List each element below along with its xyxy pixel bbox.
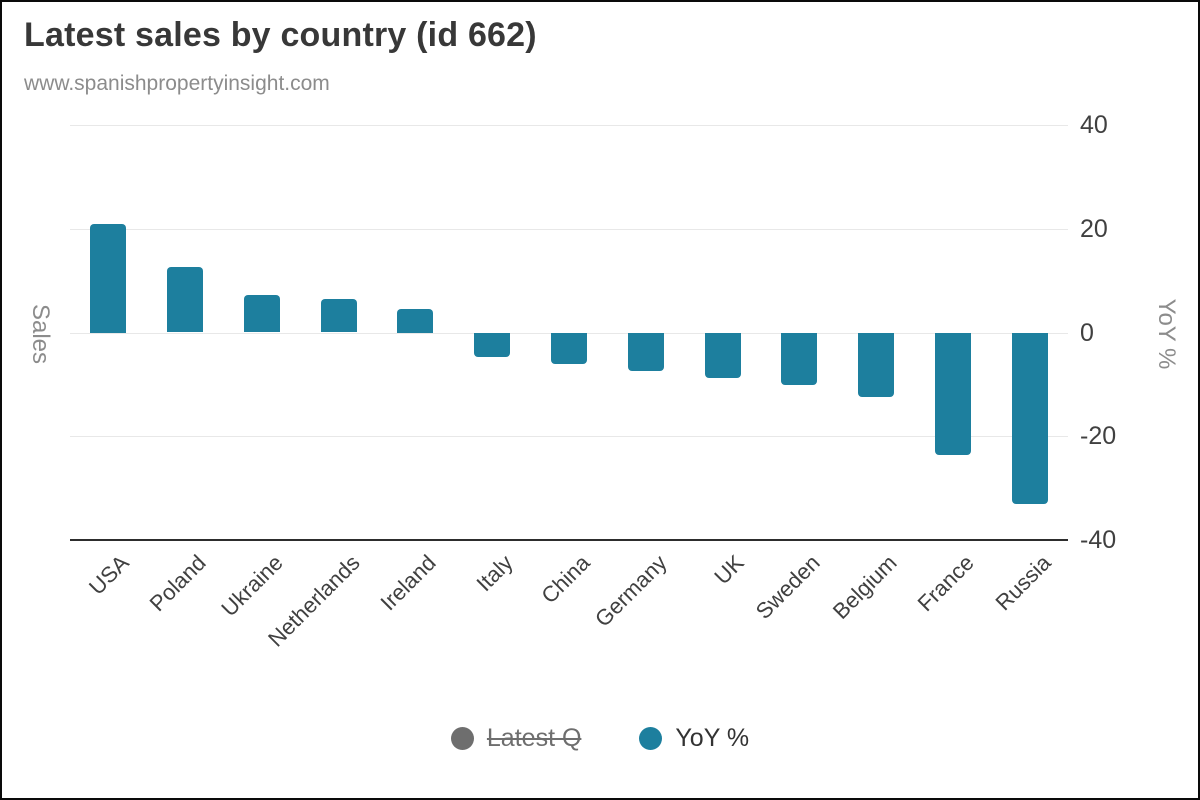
y-axis-tick-label: -40 [1080,526,1117,554]
legend-marker-dot [639,727,663,750]
chart-subtitle: www.spanishpropertyinsight.com [24,72,330,95]
bar-russia[interactable] [1011,332,1048,504]
bar-poland[interactable] [167,266,204,333]
bar-germany[interactable] [627,332,664,371]
y-axis-title-sales: Sales [27,303,54,365]
y-axis-tick-label: 0 [1080,318,1094,347]
legend: Latest Q YoY % [2,724,1198,753]
y-axis-tick-label: 20 [1080,214,1108,243]
x-axis-line [70,539,1068,541]
gridline [70,436,1068,438]
bar-ukraine[interactable] [243,295,280,333]
bar-netherlands[interactable] [320,299,357,333]
gridline [70,125,1068,126]
bar-usa[interactable] [90,223,127,333]
bar-uk[interactable] [704,332,741,378]
bar-ireland[interactable] [397,309,434,333]
bar-italy[interactable] [474,332,511,357]
legend-marker-dot [450,727,474,750]
gridline [70,228,1068,230]
bar-france[interactable] [934,332,971,455]
legend-label-latest-q: Latest Q [486,724,582,752]
legend-item-latest-q[interactable]: Latest Q [450,724,582,753]
bar-sweden[interactable] [781,332,818,385]
bar-china[interactable] [551,332,587,365]
y-axis-tick-label: -20 [1080,422,1117,451]
legend-label-yoy: YoY % [675,724,750,752]
bar-belgium[interactable] [858,332,895,397]
y-axis-tick-label: 40 [1080,111,1108,139]
legend-item-yoy[interactable]: YoY % [639,724,749,753]
chart-title: Latest sales by country (id 662) [24,16,537,54]
plot-area [70,125,1068,541]
